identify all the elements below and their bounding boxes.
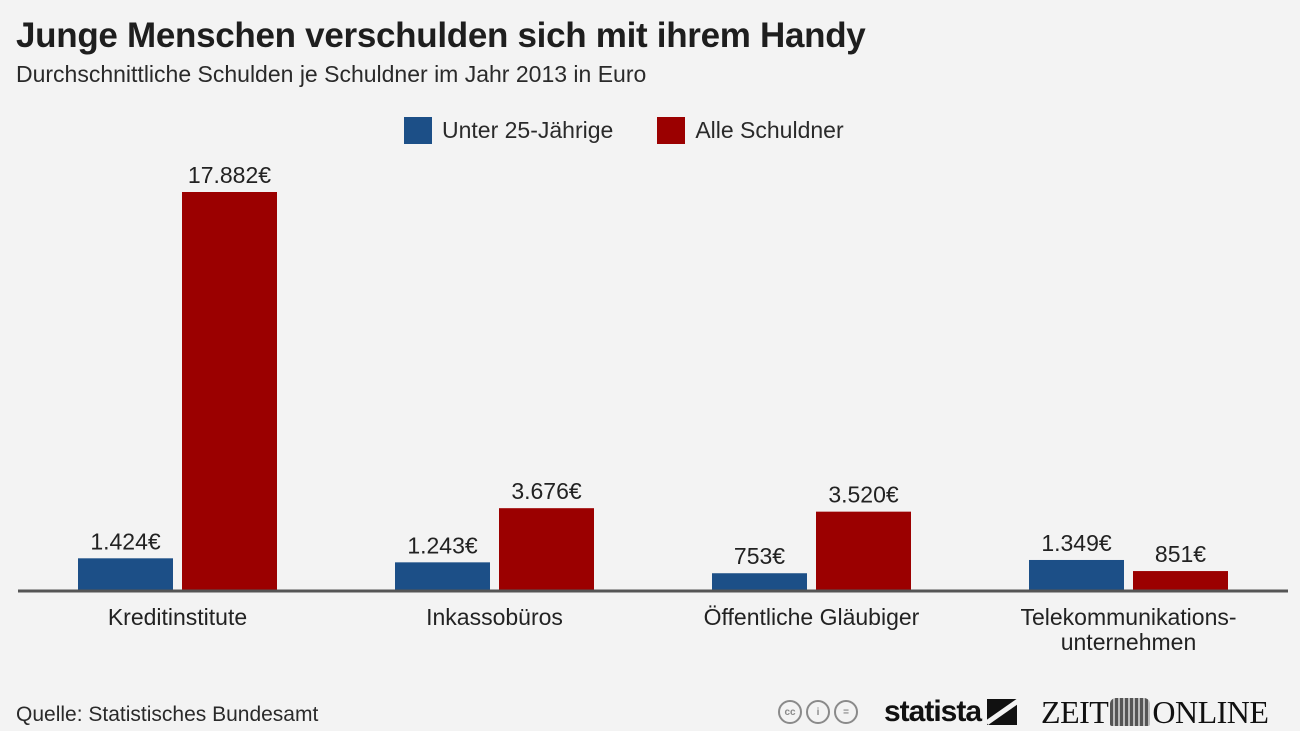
data-label: 3.676€	[511, 478, 582, 504]
data-label: 753€	[734, 543, 785, 569]
zeit-wordmark-left: ZEIT	[1041, 693, 1109, 730]
statista-logo: statista	[884, 695, 1018, 729]
bar-under-25	[395, 562, 490, 590]
bar-all-debtors	[816, 511, 911, 590]
logos: cc i = statista ZEIT ONLINE	[778, 693, 1269, 731]
data-label: 3.520€	[828, 482, 899, 508]
legend-swatch-all-debtors	[657, 117, 686, 144]
chart-title: Junge Menschen verschulden sich mit ihre…	[16, 16, 866, 55]
data-label: 1.424€	[90, 528, 161, 554]
bar-under-25	[712, 573, 807, 590]
category-label: Telekommunikations-	[1020, 604, 1236, 630]
statista-mark-icon	[987, 699, 1018, 725]
chart-subtitle: Durchschnittliche Schulden je Schuldner …	[16, 61, 647, 87]
category-label: Öffentliche Gläubiger	[704, 604, 920, 630]
nd-icon: =	[834, 700, 858, 724]
zeit-wordmark-right: ONLINE	[1152, 693, 1269, 730]
category-label: unternehmen	[1061, 629, 1197, 655]
source-note: Quelle: Statistisches Bundesamt	[16, 703, 319, 726]
data-label: 851€	[1155, 541, 1206, 567]
legend-swatch-under-25	[404, 117, 432, 144]
zeit-online-logo: ZEIT ONLINE	[1041, 693, 1269, 731]
legend: Unter 25-Jährige Alle Schuldner	[404, 117, 888, 144]
data-label: 1.349€	[1041, 530, 1112, 556]
statista-wordmark: statista	[884, 695, 982, 728]
cc-icon: cc	[778, 700, 802, 724]
category-label: Kreditinstitute	[108, 604, 247, 630]
bar-all-debtors	[1133, 571, 1228, 590]
zeit-crest-icon	[1110, 698, 1151, 726]
by-icon: i	[806, 700, 830, 724]
legend-item-under-25: Unter 25-Jährige	[404, 117, 613, 144]
bar-all-debtors	[182, 192, 277, 590]
bar-under-25	[1029, 559, 1124, 590]
bar-under-25	[78, 558, 173, 590]
legend-item-all-debtors: Alle Schuldner	[657, 117, 844, 144]
legend-label-all-debtors: Alle Schuldner	[695, 117, 844, 143]
legend-label-under-25: Unter 25-Jährige	[442, 117, 614, 143]
data-label: 17.882€	[188, 162, 271, 188]
category-label: Inkassobüros	[426, 604, 563, 630]
creative-commons-badge: cc i =	[778, 700, 862, 724]
bar-all-debtors	[499, 508, 594, 590]
data-label: 1.243€	[407, 532, 478, 558]
